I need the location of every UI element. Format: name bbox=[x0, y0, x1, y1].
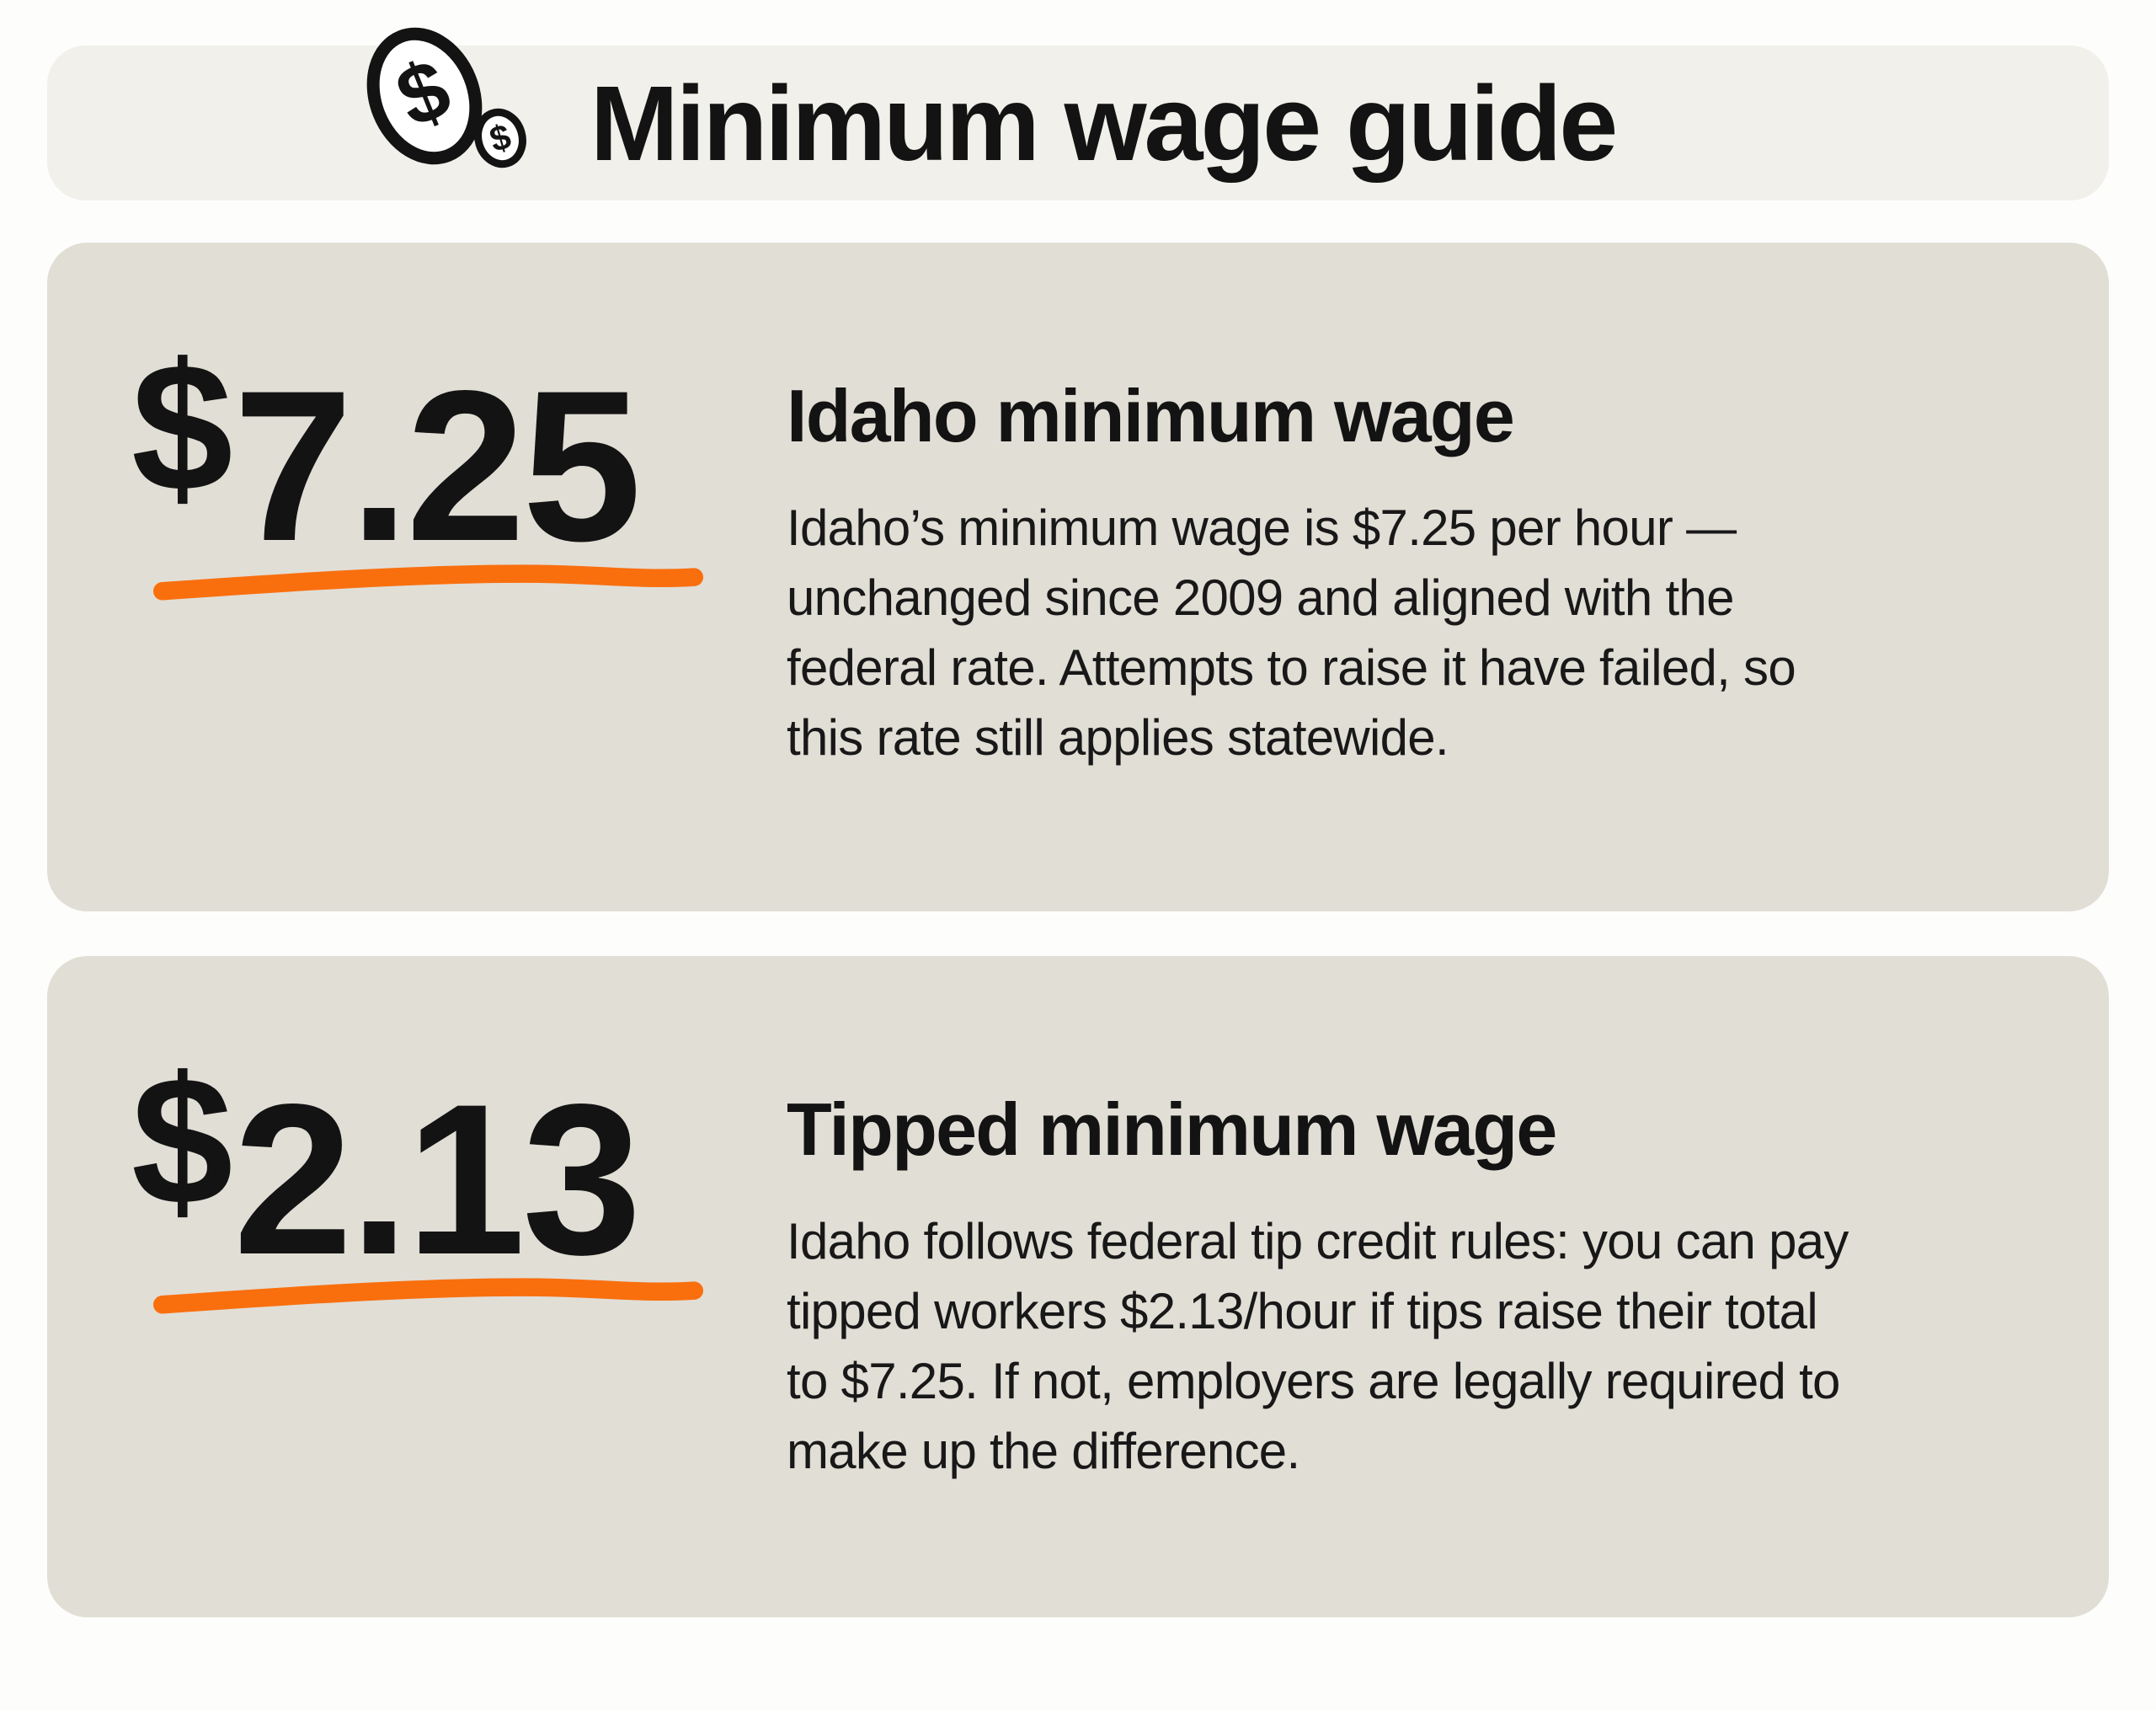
currency-symbol: $ bbox=[131, 1039, 233, 1243]
price-column: $2.13 bbox=[131, 956, 721, 1617]
card-body-text: Idaho follows federal tip credit rules: … bbox=[787, 1212, 1849, 1479]
page-title: Minimum wage guide bbox=[590, 63, 1619, 183]
card-body-text: Idaho’s minimum wage is $7.25 per hour —… bbox=[787, 499, 1796, 766]
text-column: Idaho minimum wage Idaho’s minimum wage … bbox=[787, 243, 2025, 911]
text-column: Tipped minimum wage Idaho follows federa… bbox=[787, 956, 2025, 1617]
card-tipped-minimum-wage: $2.13 Tipped minimum wage Idaho follows … bbox=[47, 956, 2109, 1617]
header-content: $ $ Minimum wage guide bbox=[0, 27, 2016, 200]
price-column: $7.25 bbox=[131, 243, 721, 911]
hand-drawn-underline bbox=[152, 1278, 704, 1314]
price-amount: 2.13 bbox=[233, 1060, 642, 1300]
card-idaho-minimum-wage: $7.25 Idaho minimum wage Idaho’s minimum… bbox=[47, 243, 2109, 911]
price-value: $7.25 bbox=[131, 325, 721, 597]
hand-drawn-underline bbox=[152, 564, 704, 601]
price-amount: 7.25 bbox=[233, 346, 642, 586]
header-bar: $ $ Minimum wage guide bbox=[47, 27, 2109, 200]
currency-symbol: $ bbox=[131, 325, 233, 530]
price-value: $2.13 bbox=[131, 1039, 721, 1311]
card-heading: Tipped minimum wage bbox=[787, 1087, 1557, 1171]
card-heading: Idaho minimum wage bbox=[787, 374, 1515, 457]
dollar-coins-icon: $ $ bbox=[366, 27, 526, 168]
